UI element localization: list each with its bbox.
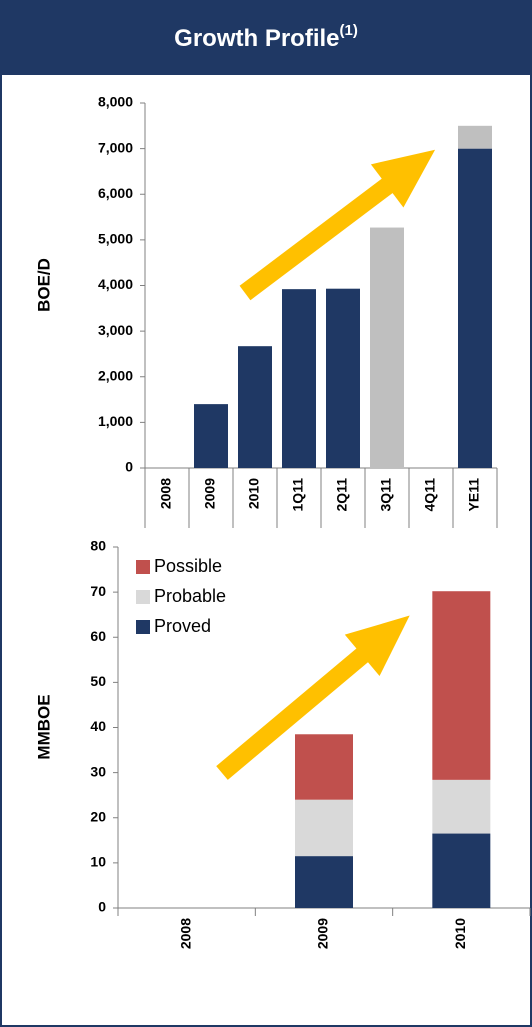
bar-segment	[295, 734, 353, 800]
trend-arrow	[239, 149, 436, 301]
y-tick-label: 80	[90, 538, 106, 554]
bar-segment	[238, 346, 272, 468]
title-text: Growth Profile	[174, 25, 339, 52]
y-axis-label: BOE/D	[34, 258, 53, 312]
title-superscript: (1)	[340, 22, 358, 39]
x-tick-label: YE11	[466, 478, 482, 512]
y-tick-label: 0	[98, 899, 106, 915]
legend-label: Possible	[154, 556, 222, 576]
x-tick-label: 3Q11	[378, 478, 394, 512]
bar-segment	[458, 125, 492, 149]
x-tick-label: 2010	[246, 478, 262, 509]
y-tick-label: 6,000	[98, 185, 133, 201]
bar-segment	[432, 779, 491, 834]
y-tick-label: 2,000	[98, 367, 133, 383]
x-tick-label: 2008	[177, 918, 193, 949]
x-tick-label: 2Q11	[334, 478, 350, 512]
trend-arrow	[216, 615, 410, 780]
y-tick-label: 4,000	[98, 276, 133, 292]
y-tick-label: 0	[125, 459, 133, 475]
y-tick-label: 40	[90, 718, 106, 734]
x-tick-label: 2010	[452, 918, 468, 949]
y-tick-label: 1,000	[98, 413, 133, 429]
bar-segment	[295, 799, 353, 857]
bar-segment	[326, 288, 360, 468]
y-tick-label: 20	[90, 808, 106, 824]
legend-swatch	[136, 560, 150, 574]
x-tick-label: 2009	[315, 918, 331, 949]
y-tick-label: 10	[90, 854, 106, 870]
x-tick-label: 2008	[158, 478, 174, 509]
bar-segment	[370, 227, 404, 468]
legend-swatch	[136, 620, 150, 634]
bar-segment	[432, 591, 491, 780]
bar-segment	[432, 833, 491, 908]
header-title: Growth Profile(1)	[174, 22, 358, 52]
y-tick-label: 70	[90, 583, 106, 599]
x-tick-label: 2009	[202, 478, 218, 509]
y-tick-label: 50	[90, 673, 106, 689]
x-tick-label: 1Q11	[290, 478, 306, 512]
y-tick-label: 5,000	[98, 231, 133, 247]
y-tick-label: 60	[90, 628, 106, 644]
bar-segment	[282, 289, 316, 468]
y-tick-label: 3,000	[98, 322, 133, 338]
legend-label: Proved	[154, 616, 211, 636]
bar-segment	[194, 404, 228, 468]
x-tick-label: 4Q11	[422, 478, 438, 512]
y-tick-label: 8,000	[98, 94, 133, 110]
header-band	[0, 0, 532, 75]
bar-segment	[458, 148, 492, 468]
y-axis-label: MMBOE	[34, 694, 53, 759]
y-tick-label: 7,000	[98, 139, 133, 155]
bar-segment	[295, 856, 353, 908]
legend-swatch	[136, 590, 150, 604]
y-tick-label: 30	[90, 763, 106, 779]
legend-label: Probable	[154, 586, 226, 606]
